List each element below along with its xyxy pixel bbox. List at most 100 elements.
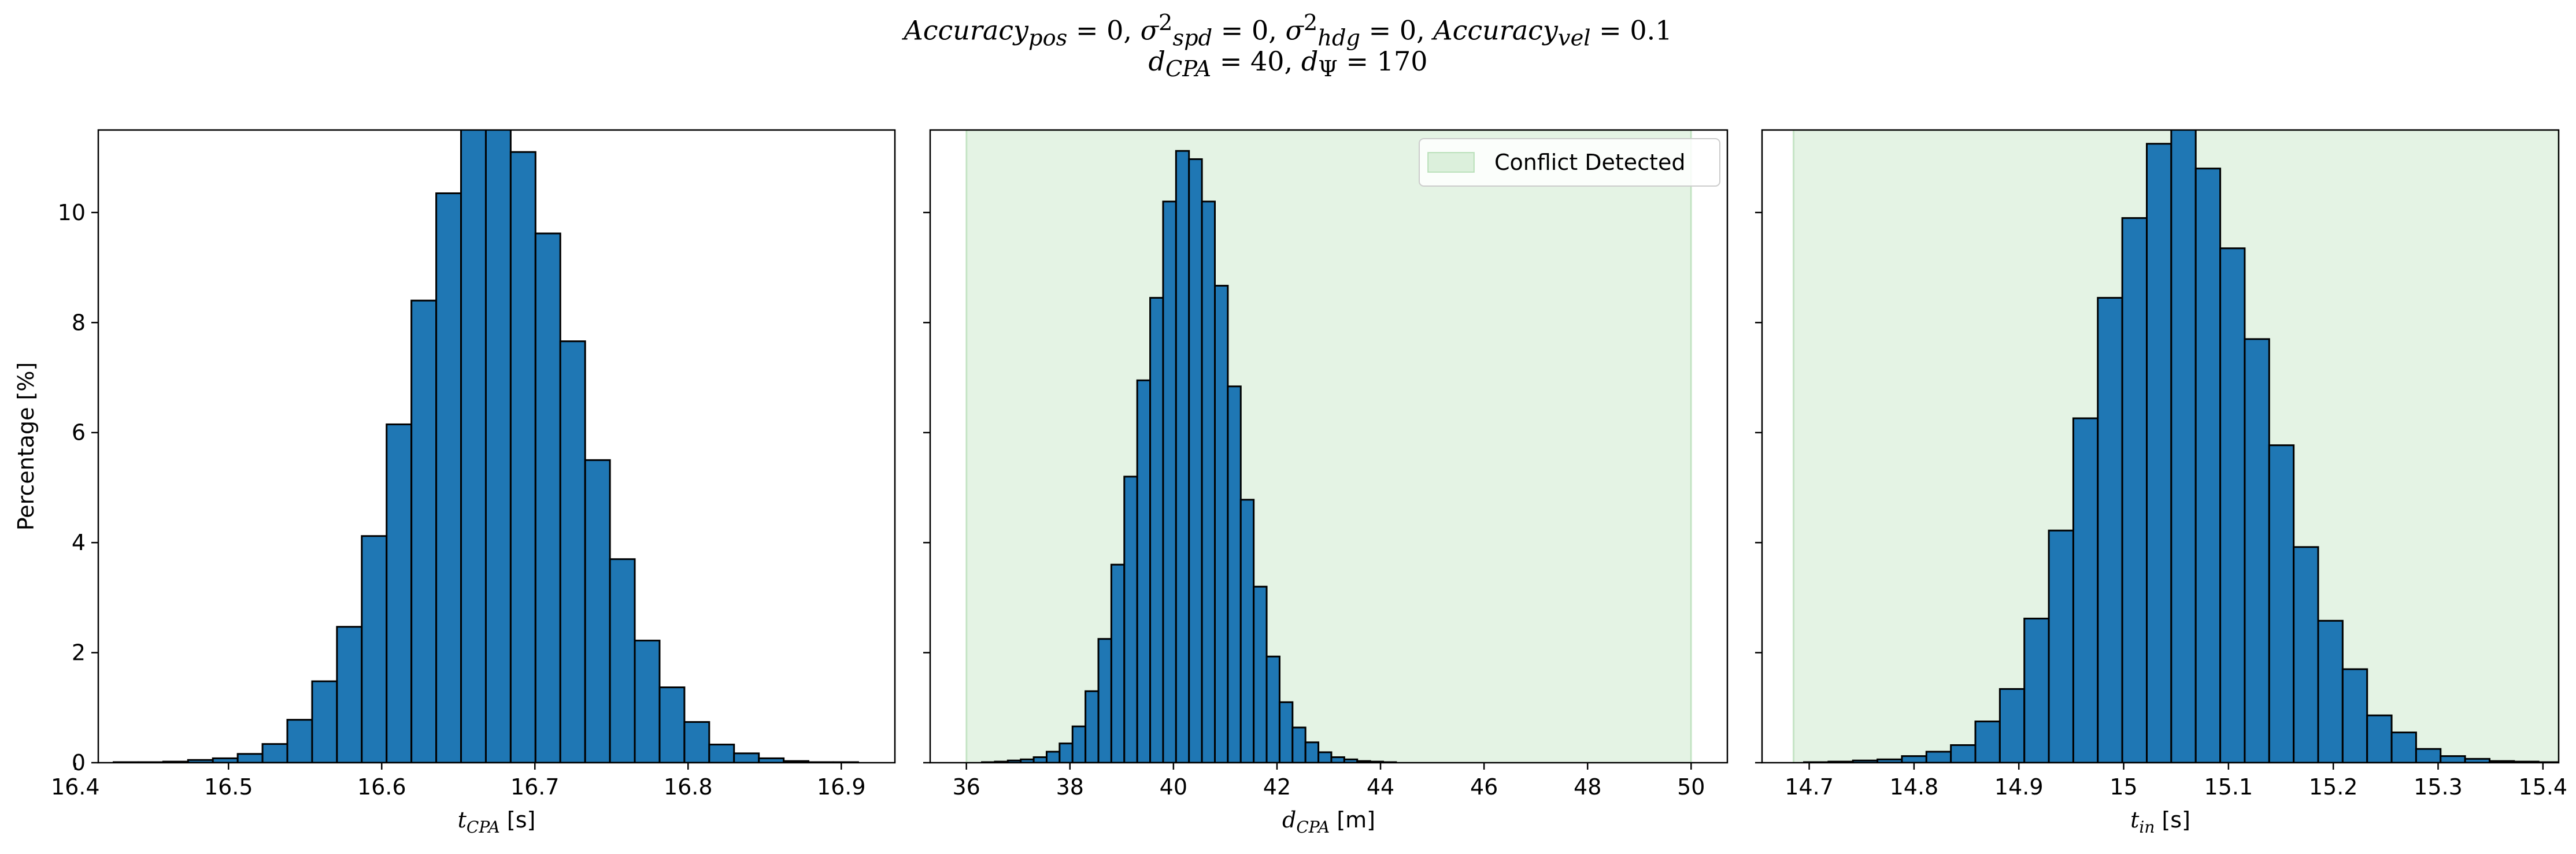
- histogram-bar: [1253, 585, 1268, 763]
- histogram-bar: [386, 423, 413, 763]
- histogram-bar: [1227, 385, 1242, 763]
- axes-frame: [97, 129, 896, 764]
- conflict-detected-region: [966, 130, 1692, 763]
- histogram-bar: [435, 192, 462, 763]
- histogram-bar: [361, 535, 388, 763]
- histogram-bar: [1058, 742, 1074, 763]
- x-tick-label: 40: [1160, 774, 1187, 800]
- histogram-bar: [609, 558, 636, 763]
- histogram-bar: [2317, 619, 2344, 763]
- y-tick-label: 4: [72, 530, 86, 555]
- x-tick-label: 16.4: [51, 774, 100, 800]
- histogram-bar: [1317, 751, 1333, 763]
- histogram-bar: [410, 299, 438, 763]
- x-tick-label: 15.4: [2518, 774, 2567, 800]
- y-axis-label: Percentage [%]: [13, 362, 39, 531]
- y-tick-label: 2: [72, 640, 86, 666]
- x-tick-label: 44: [1367, 774, 1394, 800]
- x-tick-label: 15.1: [2204, 774, 2253, 800]
- histogram-bar: [1045, 751, 1061, 763]
- x-tick-label: 36: [953, 774, 980, 800]
- x-tick-label: 38: [1056, 774, 1084, 800]
- histogram-bar: [460, 130, 487, 763]
- histogram-bar: [1201, 200, 1216, 763]
- histogram-bar: [2170, 130, 2197, 763]
- x-tick-label: 15.3: [2414, 774, 2463, 800]
- histogram-bar: [1330, 756, 1345, 763]
- x-tick-label: 15.2: [2309, 774, 2358, 800]
- histogram-bar: [733, 752, 760, 763]
- histogram-bar: [658, 686, 686, 763]
- histogram-bar: [1097, 638, 1112, 763]
- histogram-bar: [683, 721, 710, 763]
- x-tick-label: 14.9: [1994, 774, 2044, 800]
- x-tick-label: 16.5: [204, 774, 253, 800]
- histogram-bar: [509, 151, 536, 763]
- histogram-bar: [286, 719, 313, 763]
- histogram-bar: [1188, 158, 1203, 763]
- x-tick-label: 16.7: [510, 774, 560, 800]
- plot-area: [965, 130, 1692, 763]
- histogram-bar: [1162, 200, 1177, 763]
- histogram-bar: [336, 626, 363, 763]
- plot-area: [113, 130, 859, 763]
- x-tick-label: 16.9: [817, 774, 866, 800]
- histogram-bar: [1239, 499, 1255, 763]
- histogram-bar: [484, 130, 512, 763]
- histogram-bar: [2097, 296, 2123, 763]
- x-axis-label: tCPA [s]: [458, 807, 536, 837]
- histogram-bar: [1291, 726, 1306, 763]
- x-tick-label: 14.7: [1785, 774, 1834, 800]
- x-tick-label: 46: [1470, 774, 1498, 800]
- histogram-bar: [236, 753, 264, 763]
- histogram-bar: [2390, 732, 2417, 763]
- x-axis-label: tin [s]: [2130, 807, 2190, 837]
- histogram-bar: [2293, 546, 2319, 763]
- panel-3: 14.7 14.8 14.9 15 15.1 15.2 15.3 15.4 tin [s]: [1755, 129, 2576, 837]
- histogram-bar: [2072, 417, 2099, 763]
- x-tick-label: 14.8: [1890, 774, 1939, 800]
- histogram-bar: [261, 743, 288, 763]
- histogram-bar: [1175, 150, 1190, 763]
- histogram-bar: [311, 680, 338, 763]
- histogram-bar: [1149, 296, 1164, 763]
- histogram-bar: [1950, 744, 1977, 763]
- histogram-bar: [1136, 379, 1152, 763]
- histogram-bar: [1925, 751, 1952, 763]
- plot-area: [1792, 130, 2576, 763]
- legend-label: Conflict Detected: [1494, 150, 1685, 175]
- axes-frame: [929, 129, 1729, 764]
- legend-swatch: [1427, 152, 1475, 173]
- histogram-bar: [1071, 725, 1087, 763]
- x-axis-label: dCPA [m]: [1282, 807, 1375, 837]
- x-tick-label: 16.6: [357, 774, 406, 800]
- x-tick-label: 42: [1263, 774, 1291, 800]
- histogram-bar: [1265, 655, 1280, 763]
- histogram-bar: [559, 340, 586, 763]
- x-tick-label: 16.8: [664, 774, 713, 800]
- histogram-bar: [1304, 741, 1320, 763]
- axes-frame: [1761, 129, 2560, 764]
- histogram-bar: [2121, 217, 2148, 763]
- histogram-bar: [2146, 143, 2172, 763]
- histogram-bar: [2219, 247, 2246, 763]
- histogram-bar: [1998, 688, 2026, 763]
- histogram-bar: [2415, 748, 2442, 763]
- x-tick-label: 50: [1677, 774, 1705, 800]
- histogram-bar: [2366, 714, 2393, 763]
- panel-1: 16.4 16.5 16.6 16.7 16.8 16.9 0 2 4 6 8 10 tCPA [s] P…: [13, 129, 896, 837]
- histogram-bar: [1901, 755, 1927, 763]
- histogram-bar: [1123, 476, 1138, 763]
- histogram-bar: [2563, 762, 2576, 763]
- x-tick-label: 48: [1574, 774, 1601, 800]
- panel-2: 36 38 40 42 44 46 48 50 dCPA [m] Conflict Detecte…: [923, 129, 1729, 837]
- suptitle-line-2: dCPA = 40, dΨ = 170: [1148, 46, 1428, 83]
- y-tick-label: 0: [72, 750, 86, 775]
- legend: Conflict Detected: [1419, 138, 1720, 187]
- histogram-bar: [2268, 444, 2295, 763]
- histogram-bar: [634, 640, 661, 763]
- histogram-bar: [534, 232, 561, 763]
- histogram-bar: [2023, 618, 2050, 763]
